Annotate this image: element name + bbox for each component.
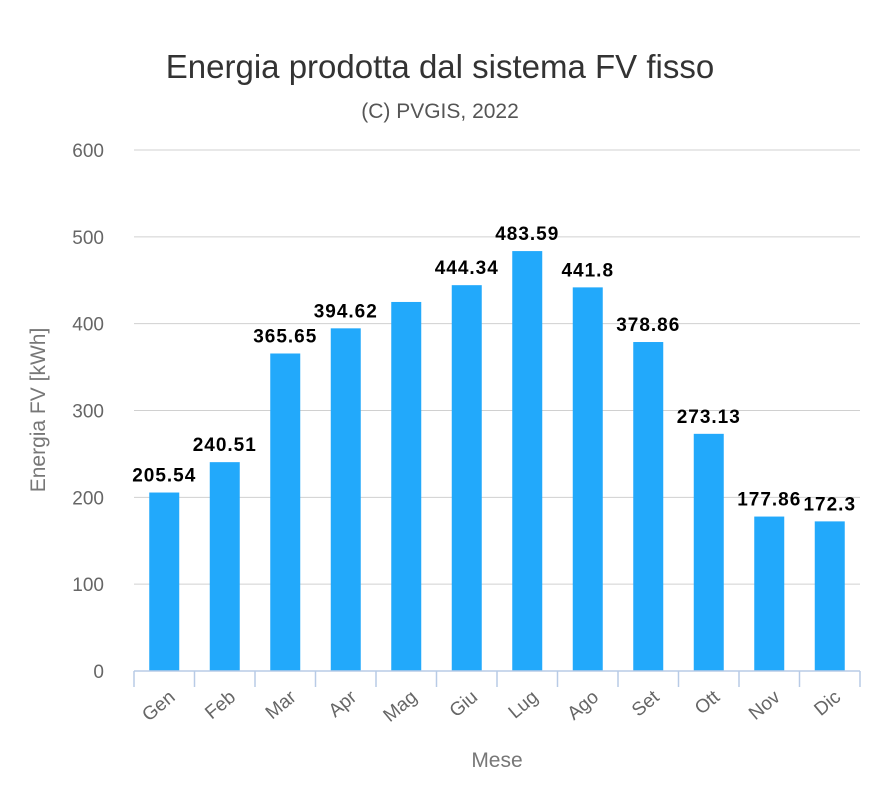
data-label-ott: 273.13: [677, 407, 741, 428]
data-label-set: 378.86: [616, 315, 680, 336]
data-label-giu: 444.34: [435, 258, 499, 279]
bar-lug: [512, 251, 543, 671]
bar-gen: [149, 492, 180, 671]
y-tick-label: 100: [72, 575, 104, 596]
bar-giu: [451, 285, 482, 671]
x-tick-label: Feb: [201, 687, 240, 724]
x-tick-label: Set: [628, 686, 664, 721]
x-tick-label: Giu: [446, 687, 482, 722]
x-tick-label: Ago: [564, 687, 603, 725]
bar-ago: [572, 287, 603, 671]
y-axis-title: Energia FV [kWh]: [27, 328, 50, 493]
y-axis-ticks: 0 100 200 300 400 500 600: [72, 141, 104, 683]
y-tick-label: 200: [72, 488, 104, 509]
gridlines: [134, 149, 860, 585]
x-tick-label: Nov: [745, 686, 785, 724]
chart-subtitle: (C) PVGIS, 2022: [361, 100, 519, 123]
y-tick-label: 300: [72, 402, 104, 423]
x-tick-label: Mar: [262, 686, 301, 724]
y-tick-label: 500: [72, 228, 104, 249]
data-label-apr: 394.62: [314, 301, 378, 322]
y-tick-label: 400: [72, 315, 104, 336]
bar-apr: [330, 328, 361, 671]
data-label-nov: 177.86: [737, 490, 801, 511]
bar-dic: [814, 521, 845, 671]
data-label-dic: 172.3: [803, 494, 856, 515]
data-label-lug: 483.59: [495, 224, 559, 245]
chart-title: Energia prodotta dal sistema FV fisso: [166, 48, 714, 85]
x-tick-label: Gen: [138, 687, 179, 726]
y-tick-label: 600: [72, 141, 104, 162]
data-label-gen: 205.54: [132, 466, 196, 487]
x-tick-label: Lug: [505, 687, 543, 723]
data-label-mar: 365.65: [253, 326, 317, 347]
data-label-ago: 441.8: [561, 260, 614, 281]
x-tick-label: Mag: [380, 687, 422, 727]
bar-nov: [754, 516, 785, 671]
bar-ott: [693, 433, 724, 671]
y-tick-label: 0: [93, 662, 104, 683]
x-tick-label: Dic: [810, 687, 845, 721]
bar-mar: [270, 353, 301, 671]
x-axis: Gen Feb Mar Apr Mag Giu Lug Ago Set Ott Nov Dic: [133, 670, 861, 727]
x-axis-title: Mese: [471, 749, 522, 772]
bars: [149, 251, 845, 671]
bar-mag: [391, 301, 422, 671]
data-label-feb: 240.51: [193, 435, 257, 456]
x-tick-label: Apr: [325, 686, 362, 722]
bar-feb: [209, 462, 240, 671]
data-labels: 205.54 240.51 365.65 394.62 444.34 483.59441.…: [132, 224, 856, 515]
x-tick-label: Ott: [691, 686, 724, 719]
bar-set: [633, 342, 664, 671]
